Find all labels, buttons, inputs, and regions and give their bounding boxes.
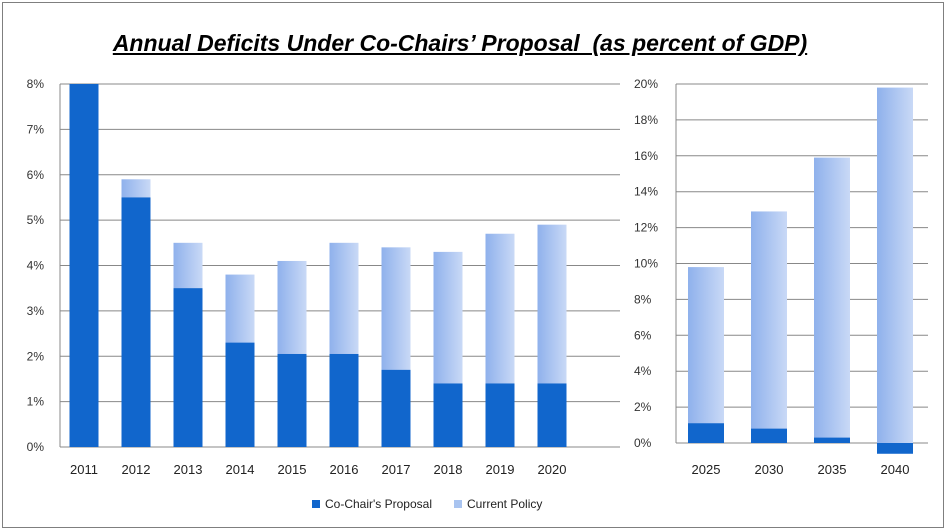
x-tick-label-2019: 2019 (486, 462, 515, 477)
x-tick-label-2025: 2025 (692, 462, 721, 477)
bar-policy-2030 (751, 211, 787, 443)
bar-proposal-2020 (537, 383, 567, 447)
bar-proposal-2015 (277, 353, 307, 447)
bar-policy-2035 (814, 157, 850, 443)
chart-title: Annual Deficits Under Co-Chairs’ Proposa… (112, 30, 808, 56)
bar-proposal-2030 (751, 428, 787, 443)
y-tick-label-0-3: 3% (27, 304, 45, 318)
bar-proposal-2019 (485, 383, 515, 447)
legend-swatch-policy (454, 500, 462, 508)
y-tick-label-1-3: 6% (634, 328, 652, 342)
y-tick-label-0-2: 2% (27, 349, 45, 363)
bar-proposal-2011 (69, 84, 99, 447)
y-tick-label-1-5: 10% (634, 257, 658, 271)
x-tick-label-2020: 2020 (538, 462, 567, 477)
y-tick-label-0-8: 8% (27, 77, 45, 91)
legend-item-proposal: Co-Chair's Proposal (312, 497, 432, 511)
bar-proposal-2012 (121, 197, 151, 447)
bar-proposal-2035 (814, 437, 850, 443)
y-tick-label-0-1: 1% (27, 395, 45, 409)
y-tick-label-1-0: 0% (634, 436, 652, 450)
bar-proposal-2016 (329, 353, 359, 447)
bar-proposal-2017 (381, 369, 411, 447)
bar-proposal-2014 (225, 342, 255, 447)
bar-proposal-2018 (433, 383, 463, 447)
y-tick-label-1-1: 2% (634, 400, 652, 414)
y-tick-label-1-10: 20% (634, 77, 658, 91)
legend-label-policy: Current Policy (467, 497, 543, 511)
legend-item-policy: Current Policy (454, 497, 542, 511)
x-tick-label-2013: 2013 (174, 462, 203, 477)
x-tick-label-2012: 2012 (122, 462, 151, 477)
y-tick-label-0-6: 6% (27, 168, 45, 182)
x-tick-label-2018: 2018 (434, 462, 463, 477)
bar-policy-2040 (877, 87, 913, 443)
x-tick-label-2016: 2016 (330, 462, 359, 477)
y-tick-label-1-4: 8% (634, 292, 652, 306)
y-tick-label-1-2: 4% (634, 364, 652, 378)
x-tick-label-2030: 2030 (755, 462, 784, 477)
legend-swatch-proposal (312, 500, 320, 508)
x-tick-label-2014: 2014 (226, 462, 255, 477)
x-tick-label-2011: 2011 (70, 462, 98, 477)
legend: Co-Chair's Proposal Current Policy (312, 497, 542, 511)
y-tick-label-0-4: 4% (27, 259, 45, 273)
bar-proposal-2040 (877, 443, 913, 454)
x-tick-label-2017: 2017 (382, 462, 411, 477)
y-tick-label-0-5: 5% (27, 213, 45, 227)
y-tick-label-1-8: 16% (634, 149, 658, 163)
bar-policy-2025 (688, 267, 724, 443)
bar-proposal-2013 (173, 288, 203, 447)
y-tick-label-1-7: 14% (634, 185, 658, 199)
bar-proposal-2025 (688, 423, 724, 443)
x-tick-label-2035: 2035 (818, 462, 847, 477)
x-tick-label-2040: 2040 (881, 462, 910, 477)
y-tick-label-1-9: 18% (634, 113, 658, 127)
y-tick-label-1-6: 12% (634, 221, 658, 235)
y-tick-label-0-7: 7% (27, 122, 45, 136)
legend-label-proposal: Co-Chair's Proposal (325, 497, 432, 511)
y-tick-label-0-0: 0% (27, 440, 45, 454)
x-tick-label-2015: 2015 (278, 462, 307, 477)
